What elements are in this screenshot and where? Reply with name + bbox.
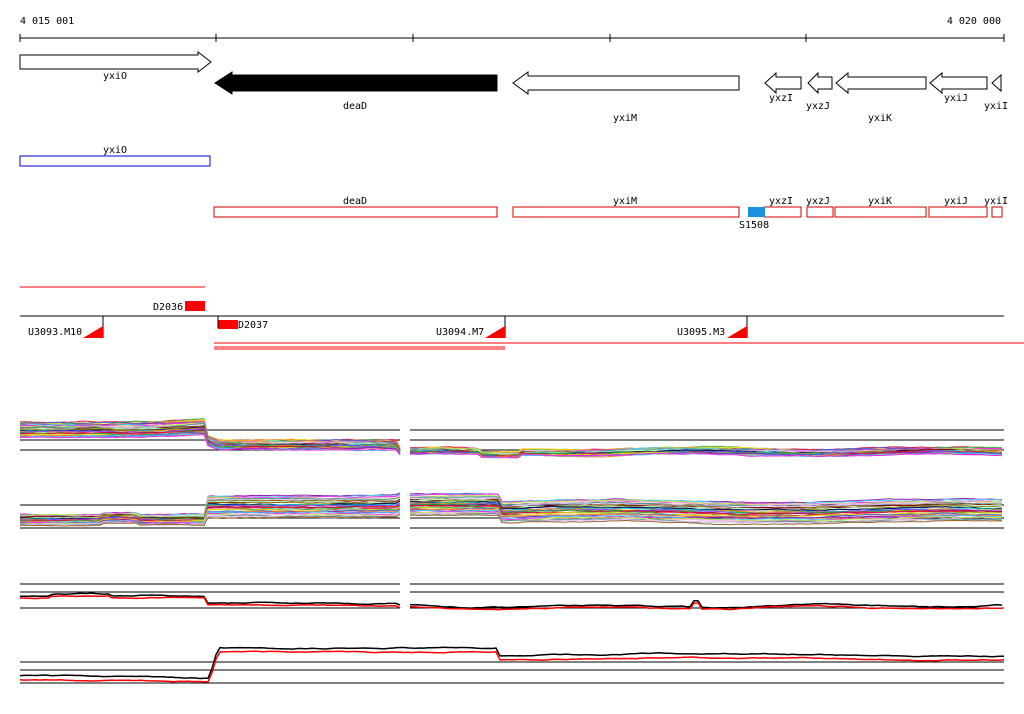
expression-profile-line	[409, 495, 1003, 506]
red-feature-box-yxzI[interactable]	[763, 206, 802, 218]
red-feature-box-yxiM[interactable]	[512, 206, 740, 218]
terminator-marker-D2037[interactable]	[218, 320, 238, 329]
expression-profile-line	[19, 492, 401, 516]
ruler-ticks	[19, 34, 1005, 42]
red-feature-label-yxiM: yxiM	[613, 196, 637, 207]
expression-profile-line	[19, 514, 401, 527]
expression-panel-2	[19, 492, 1004, 529]
expression-profile-line	[409, 493, 1003, 505]
red-feature-label-deaD: deaD	[343, 196, 367, 207]
expression-profile-line	[409, 501, 1002, 512]
tu-label-U3093: U3093.M10	[28, 327, 82, 338]
red-feature-label-yxiI: yxiI	[984, 196, 1008, 207]
blue-feature-label: yxiO	[103, 145, 127, 156]
gene-arrow-yxzJ[interactable]	[807, 71, 833, 95]
tu-label-U3094: U3094.M7	[436, 327, 484, 338]
gene-label-yxiM: yxiM	[613, 113, 637, 124]
expression-profile-line	[410, 504, 1003, 517]
gene-label-yxiI: yxiI	[984, 101, 1008, 112]
expression-profile-line	[19, 592, 401, 606]
srna-feature-box[interactable]	[748, 207, 765, 217]
tu-marker-U3095[interactable]	[727, 326, 747, 338]
expression-profile-line	[19, 514, 401, 527]
terminator-label-D2037: D2037	[238, 320, 268, 331]
gene-label-yxzI: yxzI	[769, 93, 793, 104]
tu-label-U3095: U3095.M3	[677, 327, 725, 338]
coordinate-ruler: 4 015 001 4 020 000	[19, 16, 1005, 42]
gene-arrow-yxiO[interactable]	[19, 50, 212, 74]
ruler-end-label: 4 020 000	[947, 16, 1001, 27]
expression-profile-line	[19, 502, 401, 522]
gene-label-yxiK: yxiK	[868, 113, 892, 124]
expression-profile-line	[20, 500, 401, 520]
expression-profile-line	[409, 502, 1003, 515]
gene-arrow-yxzI[interactable]	[764, 71, 802, 95]
gene-label-yxzJ: yxzJ	[806, 101, 830, 112]
expression-profile-line	[19, 595, 401, 609]
gene-track: yxiO deaD yxiM yxzI yxzJ yxiK yxiJ yxiI	[19, 50, 1008, 124]
gene-label-yxiJ: yxiJ	[944, 93, 968, 104]
expression-panel-4	[19, 646, 1005, 684]
expression-profile-line	[409, 514, 1003, 526]
gene-arrow-deaD[interactable]	[214, 71, 498, 95]
expression-profile-line	[410, 602, 1003, 611]
red-feature-box-yxzJ[interactable]	[806, 206, 834, 218]
gene-label-deaD: deaD	[343, 101, 367, 112]
expression-profile-line	[19, 646, 1005, 680]
gene-arrow-yxiM[interactable]	[512, 71, 740, 95]
red-feature-label-yxiK: yxiK	[868, 196, 892, 207]
red-feature-box-yxiJ[interactable]	[928, 206, 988, 218]
expression-panel-3	[19, 583, 1004, 611]
red-feature-box-deaD[interactable]	[213, 206, 498, 218]
expression-profile-line	[19, 650, 1005, 683]
terminator-marker-D2036[interactable]	[185, 301, 205, 311]
blue-feature-box[interactable]	[19, 155, 211, 167]
srna-label: S1508	[739, 220, 769, 231]
gene-arrow-yxiK[interactable]	[835, 71, 927, 95]
red-feature-box-yxiK[interactable]	[834, 206, 927, 218]
expression-profile-line	[409, 508, 1003, 519]
transcription-unit-track: D2036 U3093.M10 D2037 U3094.M7 U3095.M3	[20, 286, 1024, 350]
expression-panel-1	[19, 418, 1004, 459]
red-feature-box-yxiI[interactable]	[991, 206, 1003, 218]
expression-profile-line	[410, 497, 1002, 508]
blue-feature-track: yxiO	[19, 145, 211, 167]
tu-marker-U3093[interactable]	[83, 326, 103, 338]
red-feature-track: deaD yxiM yxzI yxzJ yxiK yxiJ yxiI S1508	[213, 196, 1008, 231]
terminator-label-D2036: D2036	[153, 302, 183, 313]
red-feature-label-yxzJ: yxzJ	[806, 196, 830, 207]
expression-profile-line	[409, 599, 1003, 609]
expression-profile-line	[19, 510, 401, 524]
expression-panels	[19, 418, 1005, 684]
gene-arrow-yxiI[interactable]	[991, 73, 1002, 93]
ruler-start-label: 4 015 001	[20, 16, 74, 27]
red-feature-label-yxzI: yxzI	[769, 196, 793, 207]
gene-arrow-yxiJ[interactable]	[929, 71, 988, 95]
red-feature-label-yxiJ: yxiJ	[944, 196, 968, 207]
expression-profile-line	[409, 452, 1003, 459]
gene-label-yxiO: yxiO	[103, 71, 127, 82]
expression-profile-line	[19, 428, 401, 453]
tu-marker-U3094[interactable]	[485, 326, 505, 338]
expression-profile-line	[19, 434, 401, 456]
expression-profile-line	[19, 499, 401, 519]
